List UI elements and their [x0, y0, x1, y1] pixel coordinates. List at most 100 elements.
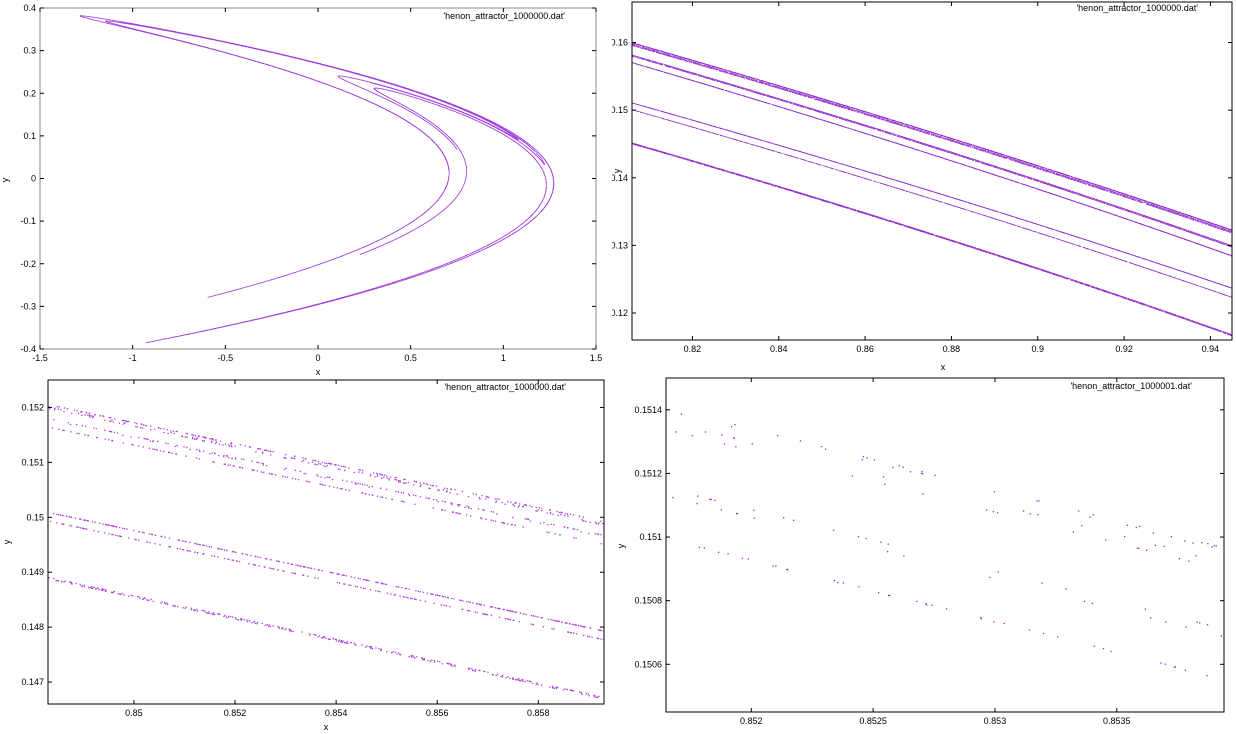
data-point	[240, 44, 242, 46]
data-point	[396, 84, 398, 86]
data-point	[313, 305, 315, 306]
data-point	[472, 113, 474, 115]
data-point	[262, 49, 264, 51]
data-point	[478, 119, 480, 120]
data-point	[550, 195, 552, 196]
data-point	[257, 49, 259, 50]
data-point	[397, 85, 399, 87]
data-point	[397, 85, 399, 87]
data-point	[545, 205, 546, 207]
data-point	[372, 289, 374, 290]
data-point	[450, 107, 451, 108]
data-point	[351, 71, 353, 73]
data-point	[273, 278, 275, 280]
data-point	[116, 20, 117, 22]
data-point	[387, 235, 389, 237]
data-point	[385, 285, 387, 287]
data-point	[517, 137, 519, 139]
data-point	[503, 236, 504, 237]
data-point	[150, 26, 151, 28]
data-point	[130, 24, 132, 25]
data-point	[204, 46, 206, 48]
data-point	[468, 114, 469, 115]
data-point	[82, 15, 83, 17]
data-point	[385, 81, 387, 83]
data-point	[139, 30, 141, 31]
data-point	[409, 223, 411, 224]
data-point	[490, 124, 491, 126]
data-point	[397, 115, 399, 117]
data-point	[497, 125, 499, 127]
data-point	[123, 25, 124, 27]
data-point	[283, 312, 285, 314]
data-point	[364, 252, 365, 254]
data-point	[464, 109, 466, 111]
data-point	[454, 104, 455, 106]
data-point	[286, 55, 287, 57]
data-point	[275, 314, 276, 316]
data-point	[429, 219, 431, 221]
data-point	[348, 71, 350, 73]
data-point	[411, 221, 412, 223]
data-point	[499, 125, 500, 126]
data-point	[415, 274, 416, 276]
data-point	[417, 275, 418, 276]
data-point	[421, 92, 422, 94]
data-point	[91, 16, 93, 18]
data-point	[482, 123, 484, 124]
data-point	[357, 293, 358, 295]
data-point	[420, 92, 422, 94]
data-point	[174, 31, 176, 32]
data-point	[482, 249, 484, 251]
data-point	[384, 81, 386, 82]
data-point	[331, 85, 332, 87]
data-point	[383, 85, 385, 87]
data-point	[217, 294, 219, 295]
data-point	[364, 99, 365, 100]
data-point	[286, 311, 287, 313]
data-point	[182, 41, 184, 42]
data-point	[489, 124, 491, 125]
data-point	[406, 106, 408, 108]
data-point	[285, 55, 286, 57]
data-point	[397, 92, 399, 94]
data-point	[170, 38, 172, 39]
data-point	[142, 25, 143, 27]
data-point	[464, 161, 466, 162]
data-point	[207, 329, 209, 331]
data-point	[417, 98, 418, 99]
data-point	[85, 17, 86, 19]
data-point	[459, 107, 461, 109]
data-point	[145, 31, 147, 33]
data-point	[180, 33, 181, 34]
data-point	[465, 164, 467, 166]
data-point	[465, 255, 467, 256]
data-point	[493, 126, 494, 127]
data-point	[118, 25, 120, 27]
data-point	[405, 91, 406, 93]
data-point	[317, 62, 318, 64]
data-point	[553, 180, 555, 181]
data-point	[221, 41, 223, 43]
data-point	[112, 21, 114, 22]
data-point	[466, 116, 468, 117]
data-point	[347, 91, 348, 93]
data-point	[371, 289, 372, 291]
data-point	[305, 307, 306, 309]
data-point	[412, 96, 414, 98]
data-point	[440, 265, 441, 267]
data-point	[448, 176, 450, 177]
data-point	[430, 138, 432, 140]
data-point	[180, 40, 181, 42]
data-point	[442, 104, 444, 105]
data-point	[256, 48, 258, 50]
data-point	[301, 75, 302, 76]
data-point	[538, 157, 540, 159]
data-point	[412, 275, 413, 277]
data-point	[146, 32, 148, 33]
data-point	[544, 176, 546, 178]
data-point	[355, 294, 356, 295]
data-point	[461, 152, 462, 153]
data-point	[413, 229, 414, 231]
data-point	[545, 189, 547, 190]
